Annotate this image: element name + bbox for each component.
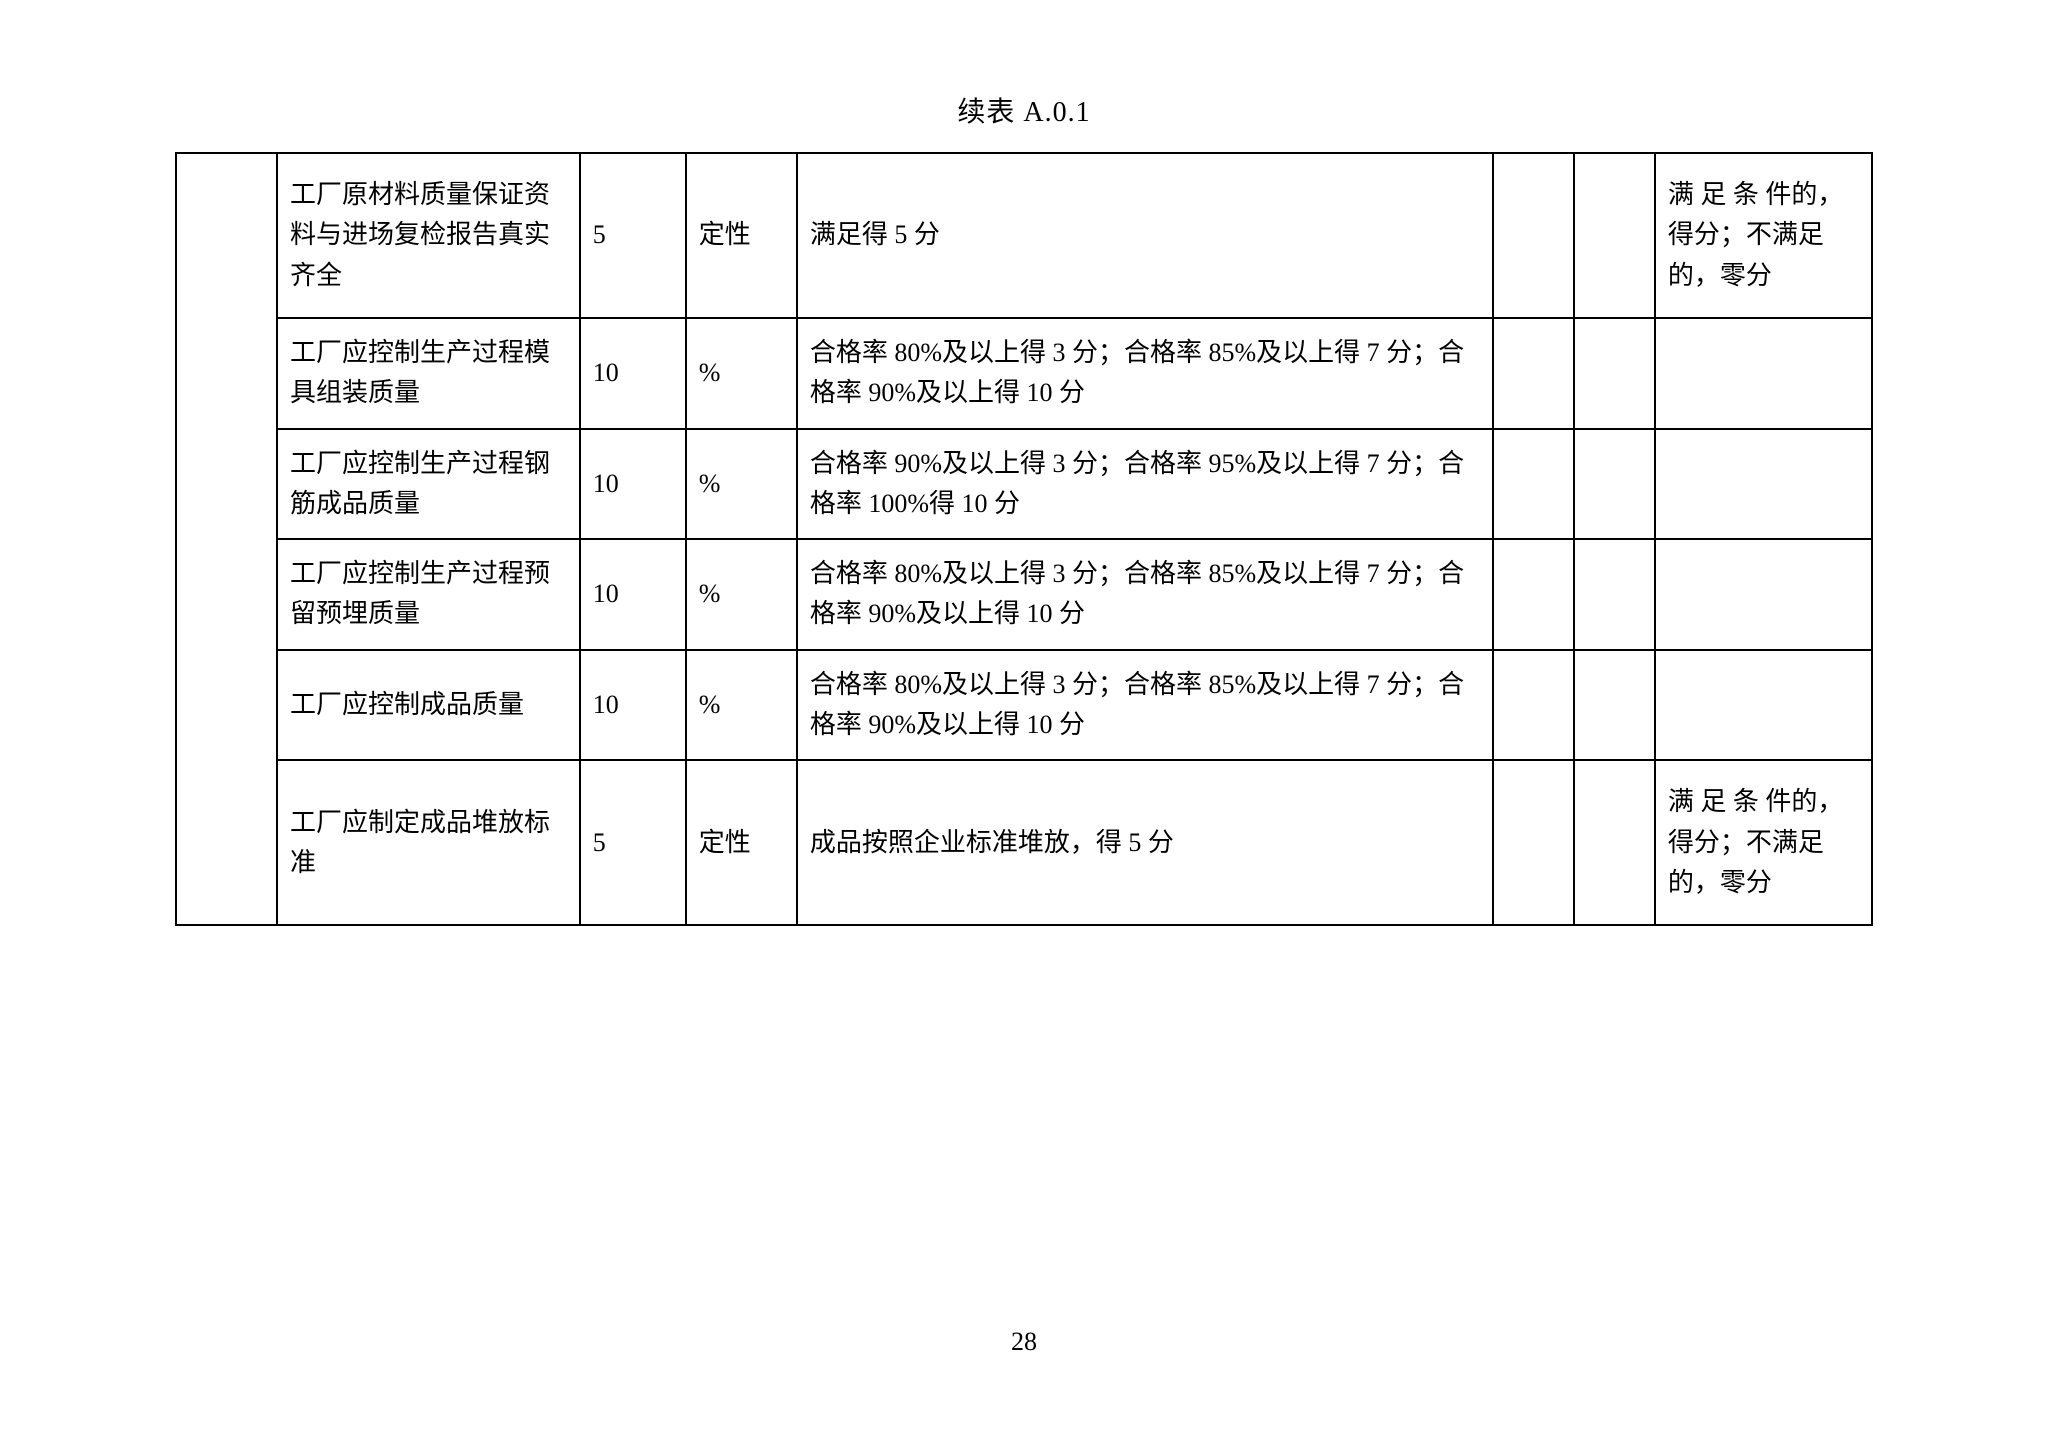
criteria-cell: 工厂应制定成品堆放标准 [277,760,580,925]
blank-cell [1493,650,1574,761]
rule-cell: 合格率 80%及以上得 3 分；合格率 85%及以上得 7 分；合格率 90%及… [797,318,1494,429]
unit-cell: 定性 [686,153,797,318]
rule-cell: 合格率 80%及以上得 3 分；合格率 85%及以上得 7 分；合格率 90%及… [797,539,1494,650]
table-row: 工厂应控制成品质量10%合格率 80%及以上得 3 分；合格率 85%及以上得 … [176,650,1872,761]
table-row: 工厂应制定成品堆放标准5定性成品按照企业标准堆放，得 5 分满 足 条 件的，得… [176,760,1872,925]
blank-cell [1493,318,1574,429]
criteria-cell: 工厂应控制生产过程模具组装质量 [277,318,580,429]
table-caption: 续表 A.0.1 [175,90,1873,130]
criteria-cell: 工厂应控制成品质量 [277,650,580,761]
note-cell: 满 足 条 件的，得分；不满足的，零分 [1655,153,1872,318]
score-cell: 5 [580,153,686,318]
unit-cell: % [686,429,797,540]
blank-cell [1574,539,1655,650]
unit-cell: % [686,539,797,650]
criteria-cell: 工厂应控制生产过程预留预埋质量 [277,539,580,650]
blank-cell [1574,153,1655,318]
blank-cell [1574,760,1655,925]
unit-cell: 定性 [686,760,797,925]
score-cell: 5 [580,760,686,925]
document-page: 续表 A.0.1 工厂原材料质量保证资料与进场复检报告真实齐全5定性满足得 5 … [0,0,2048,926]
note-cell: 满 足 条 件的，得分；不满足的，零分 [1655,760,1872,925]
row-group-cell [176,153,277,925]
unit-cell: % [686,318,797,429]
blank-cell [1574,429,1655,540]
rule-cell: 合格率 90%及以上得 3 分；合格率 95%及以上得 7 分；合格率 100%… [797,429,1494,540]
rule-cell: 成品按照企业标准堆放，得 5 分 [797,760,1494,925]
note-cell [1655,429,1872,540]
table-row: 工厂应控制生产过程模具组装质量10%合格率 80%及以上得 3 分；合格率 85… [176,318,1872,429]
unit-cell: % [686,650,797,761]
page-number: 28 [0,1327,2048,1357]
blank-cell [1493,539,1574,650]
rule-cell: 满足得 5 分 [797,153,1494,318]
note-cell [1655,318,1872,429]
note-cell [1655,650,1872,761]
score-cell: 10 [580,429,686,540]
score-cell: 10 [580,650,686,761]
note-cell [1655,539,1872,650]
blank-cell [1574,318,1655,429]
blank-cell [1493,429,1574,540]
criteria-cell: 工厂应控制生产过程钢筋成品质量 [277,429,580,540]
blank-cell [1574,650,1655,761]
rule-cell: 合格率 80%及以上得 3 分；合格率 85%及以上得 7 分；合格率 90%及… [797,650,1494,761]
table-row: 工厂应控制生产过程钢筋成品质量10%合格率 90%及以上得 3 分；合格率 95… [176,429,1872,540]
blank-cell [1493,153,1574,318]
table-row: 工厂应控制生产过程预留预埋质量10%合格率 80%及以上得 3 分；合格率 85… [176,539,1872,650]
table-row: 工厂原材料质量保证资料与进场复检报告真实齐全5定性满足得 5 分满 足 条 件的… [176,153,1872,318]
appendix-table: 工厂原材料质量保证资料与进场复检报告真实齐全5定性满足得 5 分满 足 条 件的… [175,152,1873,926]
score-cell: 10 [580,318,686,429]
criteria-cell: 工厂原材料质量保证资料与进场复检报告真实齐全 [277,153,580,318]
score-cell: 10 [580,539,686,650]
blank-cell [1493,760,1574,925]
